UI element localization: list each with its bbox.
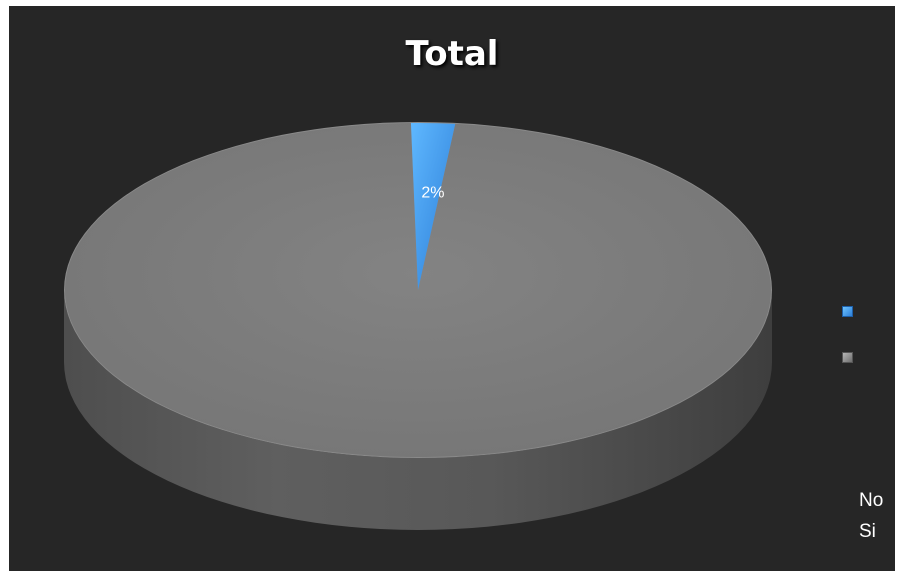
legend-label-no: No — [859, 490, 884, 511]
legend-swatch-si — [842, 352, 853, 363]
legend-swatch-no — [842, 306, 853, 317]
pie-chart: 2% — [64, 122, 772, 530]
pie-side — [64, 290, 772, 530]
chart-title: Total — [405, 34, 499, 74]
legend-label-si: Si — [859, 521, 876, 542]
pie-side-wall — [64, 290, 772, 530]
pie-labels: 2% — [421, 185, 444, 202]
pie-top — [64, 122, 772, 458]
data-label-no: 2% — [421, 185, 444, 202]
pie-slice-no — [410, 123, 456, 290]
pie-slice-si — [64, 123, 771, 458]
chart-area: Total 2% No Si — [9, 6, 895, 571]
